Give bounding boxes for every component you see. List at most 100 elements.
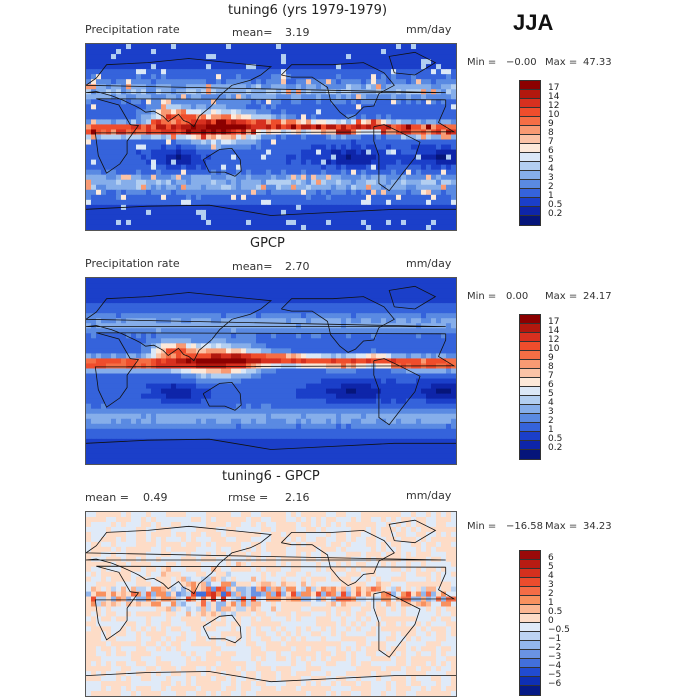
map-cell bbox=[181, 164, 187, 171]
map-cell bbox=[156, 338, 162, 344]
map-cell bbox=[361, 378, 367, 385]
map-cell bbox=[106, 129, 112, 136]
map-cell bbox=[246, 313, 252, 319]
map-cell bbox=[421, 169, 427, 176]
map-cell bbox=[311, 114, 317, 121]
map-cell bbox=[426, 338, 432, 344]
map-cell bbox=[346, 338, 352, 344]
map-cell bbox=[136, 383, 142, 390]
map-cell bbox=[86, 109, 92, 115]
map-cell bbox=[116, 44, 122, 50]
map-cell bbox=[236, 288, 242, 294]
panel1-max-label: Max = bbox=[545, 57, 578, 68]
map-cell bbox=[216, 423, 222, 430]
map-cell bbox=[251, 219, 257, 226]
map-cell bbox=[156, 224, 162, 230]
map-cell bbox=[151, 209, 157, 216]
map-cell bbox=[301, 89, 307, 95]
map-cell bbox=[376, 338, 382, 344]
map-cell bbox=[246, 49, 252, 55]
map-cell bbox=[196, 199, 202, 206]
map-cell bbox=[131, 214, 137, 221]
map-cell bbox=[91, 343, 97, 349]
map-cell bbox=[266, 114, 272, 121]
map-cell bbox=[96, 79, 102, 85]
map-cell bbox=[261, 199, 267, 206]
map-cell bbox=[411, 298, 417, 304]
panel1-units: mm/day bbox=[406, 23, 452, 36]
map-cell bbox=[371, 89, 377, 95]
map-cell bbox=[101, 378, 107, 385]
map-cell bbox=[301, 64, 307, 70]
map-cell bbox=[161, 109, 167, 115]
map-cell bbox=[101, 84, 107, 90]
map-cell bbox=[401, 313, 407, 319]
map-cell bbox=[196, 64, 202, 70]
map-cell bbox=[406, 184, 412, 191]
map-cell bbox=[346, 59, 352, 65]
map-cell bbox=[316, 159, 322, 166]
map-cell bbox=[291, 154, 297, 161]
map-cell bbox=[106, 44, 112, 50]
map-cell bbox=[366, 204, 372, 211]
map-cell bbox=[386, 278, 392, 284]
map-cell bbox=[306, 69, 312, 75]
map-cell bbox=[431, 84, 437, 90]
map-cell bbox=[346, 184, 352, 191]
map-cell bbox=[151, 124, 157, 131]
map-cell bbox=[181, 308, 187, 314]
map-cell bbox=[386, 283, 392, 289]
map-cell bbox=[171, 144, 177, 151]
map-cell bbox=[231, 184, 237, 191]
map-cell bbox=[206, 338, 212, 344]
map-cell bbox=[196, 54, 202, 60]
map-cell bbox=[201, 84, 207, 90]
colorbar-tick-label: 12 bbox=[548, 101, 560, 111]
map-cell bbox=[271, 114, 277, 121]
map-cell bbox=[401, 288, 407, 294]
map-cell bbox=[221, 393, 227, 400]
map-cell bbox=[121, 109, 127, 115]
map-cell bbox=[261, 393, 267, 400]
map-cell bbox=[216, 413, 222, 420]
map-cell bbox=[346, 164, 352, 171]
map-cell bbox=[241, 383, 247, 390]
map-cell bbox=[436, 64, 442, 70]
map-cell bbox=[186, 388, 192, 395]
map-cell bbox=[326, 204, 332, 211]
map-cell bbox=[91, 209, 97, 216]
map-cell bbox=[396, 398, 402, 405]
map-cell bbox=[286, 288, 292, 294]
map-cell bbox=[241, 308, 247, 314]
map-cell bbox=[416, 184, 422, 191]
map-cell bbox=[361, 219, 367, 226]
map-cell bbox=[216, 109, 222, 115]
map-cell bbox=[311, 149, 317, 156]
map-cell bbox=[221, 313, 227, 319]
map-cell bbox=[261, 174, 267, 181]
map-cell bbox=[211, 99, 217, 105]
map-cell bbox=[261, 64, 267, 70]
map-cell bbox=[136, 353, 142, 360]
map-cell bbox=[91, 139, 97, 146]
panel1-variable-label: Precipitation rate bbox=[85, 23, 180, 36]
map-cell bbox=[271, 109, 277, 115]
map-cell bbox=[101, 114, 107, 121]
map-cell bbox=[396, 418, 402, 425]
map-cell bbox=[161, 293, 167, 299]
map-cell bbox=[206, 194, 212, 201]
map-cell bbox=[101, 368, 107, 375]
map-cell bbox=[206, 89, 212, 95]
map-cell bbox=[291, 383, 297, 390]
map-cell bbox=[406, 214, 412, 221]
map-cell bbox=[231, 44, 237, 50]
map-cell bbox=[386, 298, 392, 304]
map-cell bbox=[426, 373, 432, 380]
map-cell bbox=[171, 303, 177, 309]
map-cell bbox=[386, 219, 392, 226]
map-cell bbox=[121, 318, 127, 324]
map-cell bbox=[451, 219, 456, 226]
map-cell bbox=[376, 303, 382, 309]
map-cell bbox=[246, 69, 252, 75]
map-cell bbox=[196, 214, 202, 221]
